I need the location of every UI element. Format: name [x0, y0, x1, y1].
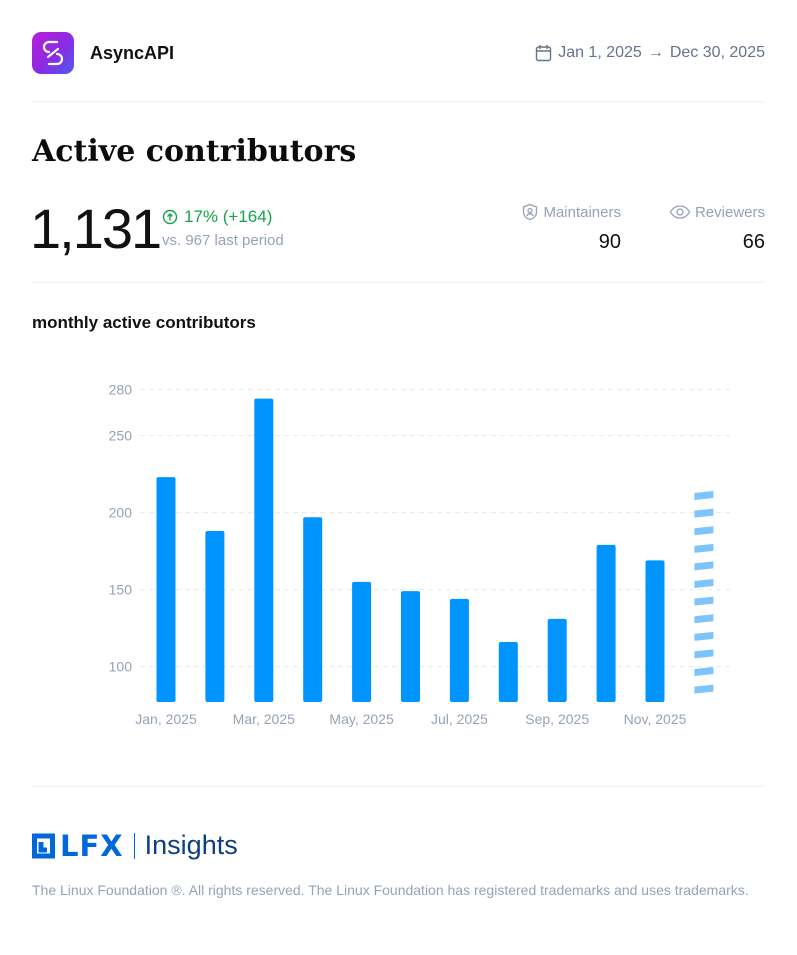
lfx-mark-icon	[32, 833, 55, 858]
logo-divider	[133, 832, 135, 859]
y-tick-label: 100	[109, 659, 133, 675]
footer-legal: The Linux Foundation ®. All rights reser…	[32, 882, 749, 898]
date-range[interactable]: Jan 1, 2025 → Dec 30, 2025	[535, 44, 765, 62]
eye-icon	[669, 205, 691, 219]
bar-segment	[694, 614, 714, 624]
bar-segment	[694, 667, 714, 677]
bar	[449, 598, 469, 702]
bar	[254, 398, 274, 702]
metric-value: 1,131	[30, 197, 162, 260]
bar-segment	[694, 543, 714, 553]
stat-reviewers: Reviewers 66	[669, 203, 765, 254]
stat-value: 90	[598, 231, 621, 253]
divider	[32, 101, 765, 102]
bar-segment	[694, 491, 714, 501]
x-tick-label: Mar, 2025	[233, 711, 295, 727]
shield-user-icon	[523, 203, 538, 221]
stat-maintainers: Maintainers 90	[521, 203, 621, 254]
arrow-right-icon: →	[647, 44, 664, 61]
y-tick-label: 250	[109, 428, 133, 444]
brand-name: LFX	[60, 828, 124, 863]
calendar-icon	[535, 45, 552, 62]
bar	[596, 544, 616, 702]
bar	[303, 517, 323, 702]
arrow-up-circle-icon	[162, 209, 178, 225]
x-tick-label: Jul, 2025	[431, 711, 488, 727]
divider	[32, 282, 765, 283]
bar	[156, 477, 176, 702]
stat-label: Reviewers	[694, 203, 765, 221]
bar-segment	[694, 596, 714, 606]
y-tick-label: 280	[109, 381, 133, 397]
bar	[401, 591, 420, 702]
divider	[32, 786, 765, 787]
lfx-insights-logo: LFX Insights	[32, 830, 238, 861]
y-tick-label: 150	[109, 582, 133, 598]
y-tick-label: 200	[109, 505, 133, 521]
page-title: Active contributors	[32, 134, 357, 169]
bar-segment	[694, 508, 714, 518]
bar-partial	[694, 491, 714, 694]
project-logo	[32, 32, 74, 74]
bar	[645, 560, 665, 702]
x-tick-label: May, 2025	[329, 711, 394, 727]
bar	[498, 641, 518, 702]
stat-value: 66	[742, 231, 765, 253]
x-tick-label: Jan, 2025	[135, 711, 197, 727]
bar-segment	[694, 684, 714, 694]
change-badge: 17% (+164)	[162, 207, 272, 227]
stat-label: Maintainers	[543, 203, 621, 221]
bar-chart: 100 150 200 250 280 Jan, 2025 Mar, 2025 May, 20…	[109, 381, 732, 727]
bar	[205, 531, 225, 702]
chart-title: monthly active contributors	[32, 313, 256, 332]
comparison-text: vs. 967 last period	[162, 232, 284, 249]
date-end: Dec 30, 2025	[669, 44, 765, 61]
date-start: Jan 1, 2025	[558, 44, 642, 61]
bar	[352, 581, 372, 702]
change-text: 17% (+164)	[184, 207, 273, 226]
x-tick-label: Sep, 2025	[525, 711, 589, 727]
bar-segment	[694, 579, 714, 589]
bar-segment	[694, 561, 714, 571]
product-name: Insights	[144, 830, 238, 860]
x-tick-label: Nov, 2025	[624, 711, 687, 727]
bar	[547, 618, 567, 702]
bar-segment	[694, 649, 714, 659]
bar-segment	[694, 526, 714, 536]
project-name: AsyncAPI	[90, 43, 175, 63]
bar-segment	[694, 631, 714, 641]
